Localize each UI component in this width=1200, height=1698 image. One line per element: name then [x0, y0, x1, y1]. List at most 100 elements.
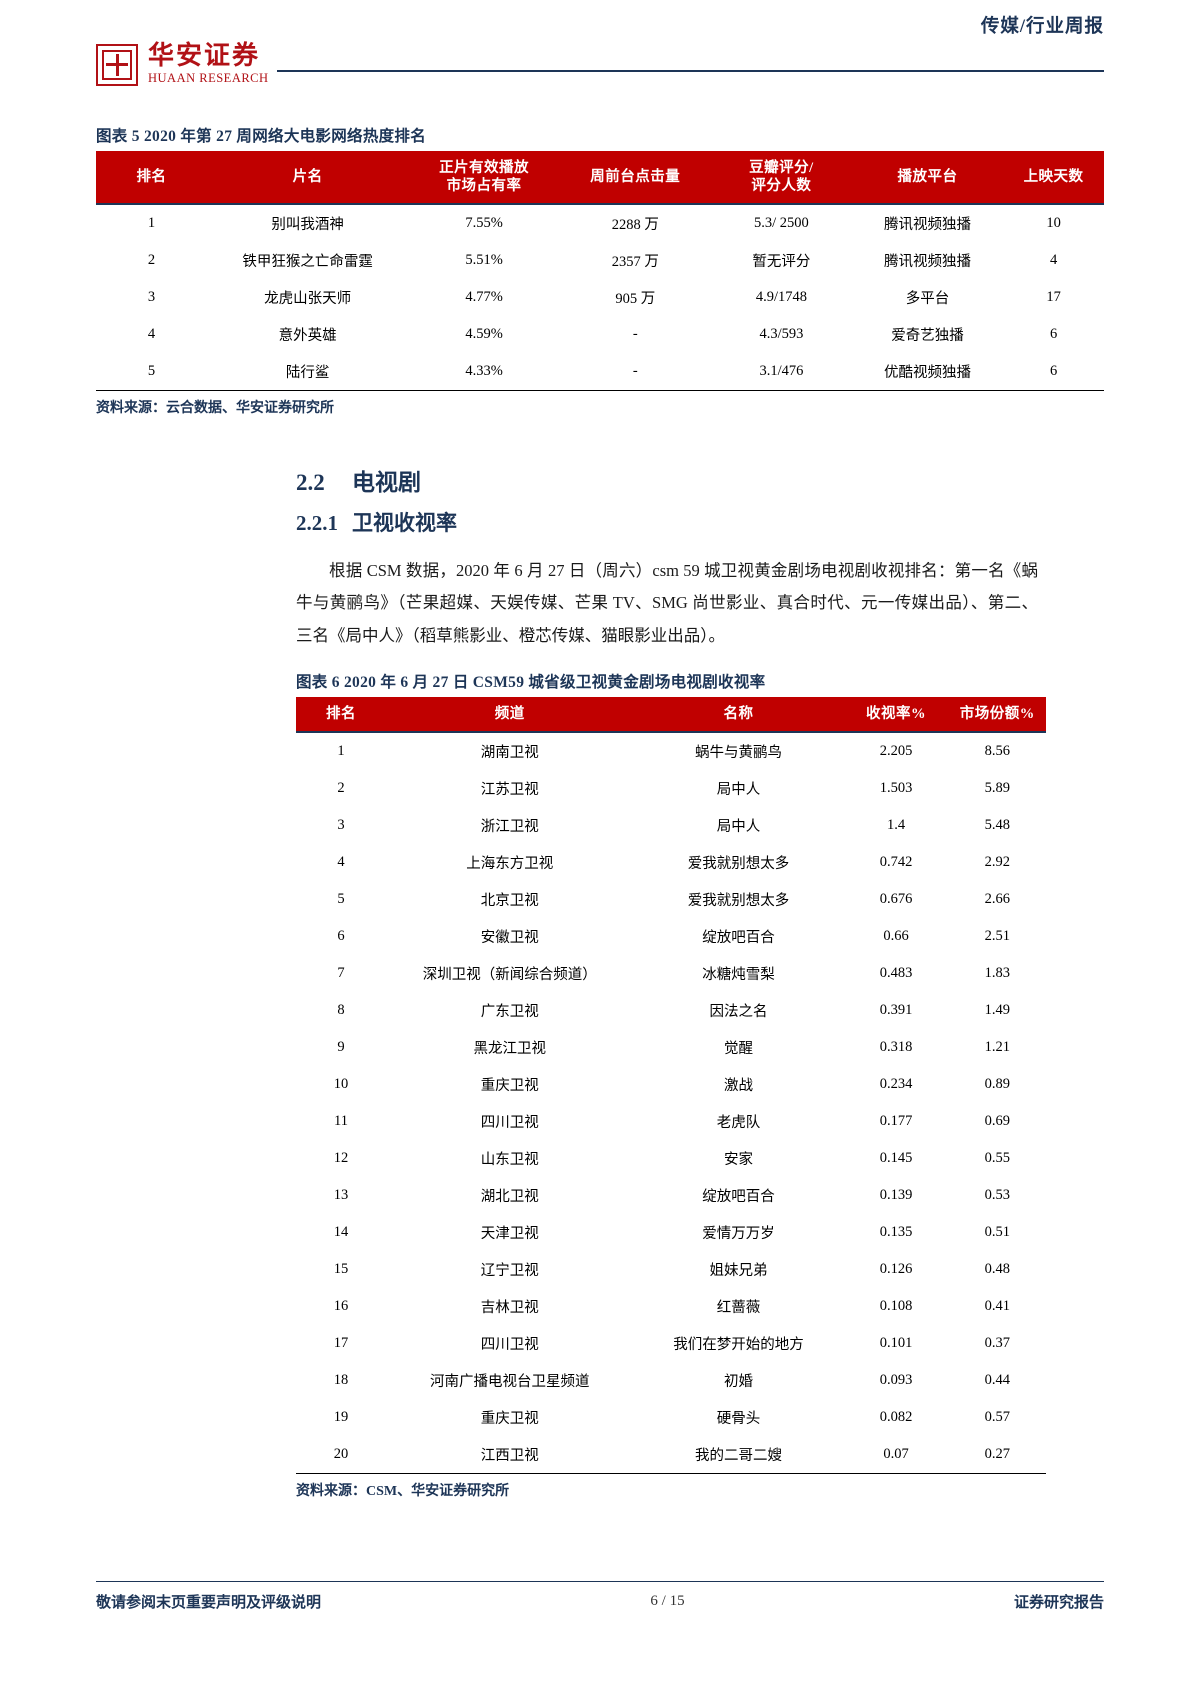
figure5-cell-rank: 2 [147, 252, 156, 269]
figure6-cell-name: 激战 [724, 1077, 753, 1094]
figure5-cell-share: 4.33% [408, 353, 560, 392]
figure5-cell-platform: 爱奇艺独播 [891, 328, 964, 345]
figure6-cell-share: 0.55 [984, 1149, 1010, 1166]
figure6-cell-rating: 0.126 [879, 1260, 913, 1277]
heading-2-2: 2.2 电视剧 [296, 463, 1104, 497]
table-row: 15 辽宁卫视 姐妹兄弟 0.126 0.48 [296, 1251, 1046, 1288]
figure5-cell-rating: 3.1/476 [710, 353, 852, 392]
figure6-cell-name: 绽放吧百合 [702, 929, 775, 946]
figure5-col-rank: 排名 [96, 151, 207, 205]
table-row: 2 江苏卫视 局中人 1.503 5.89 [296, 770, 1046, 807]
figure6-cell-rating: 0.101 [879, 1334, 913, 1351]
figure6-cell-rating: 0.742 [879, 853, 913, 870]
figure6-cell-share: 2.66 [984, 890, 1010, 907]
figure5-cell-days: 4 [1049, 252, 1058, 269]
figure6-cell-rating: 1.503 [879, 779, 913, 796]
figure6-cell-name: 我们在梦开始的地方 [673, 1336, 804, 1353]
figure6-cell-channel: 江西卫视 [386, 1435, 634, 1474]
table-row: 10 重庆卫视 激战 0.234 0.89 [296, 1066, 1046, 1103]
figure6-cell-rank: 1 [337, 742, 345, 759]
figure5-col-rating-line2: 评分人数 [751, 178, 812, 195]
footer-right-note: 证券研究报告 [1013, 1595, 1104, 1611]
figure6-cell-rank: 7 [337, 964, 345, 981]
figure5-cell-rank: 5 [96, 353, 207, 392]
figure6-cell-name: 绽放吧百合 [702, 1188, 775, 1205]
figure6-cell-rating: 0.082 [879, 1408, 913, 1425]
table-row: 20 江西卫视 我的二哥二嫂 0.07 0.27 [296, 1435, 1046, 1474]
table-row: 3 浙江卫视 局中人 1.4 5.48 [296, 807, 1046, 844]
figure5-cell-title: 别叫我酒神 [271, 217, 344, 234]
figure6-cell-share: 2.51 [984, 927, 1010, 944]
figure5-cell-clicks: - [632, 326, 638, 343]
figure6-cell-share: 0.27 [948, 1435, 1046, 1474]
table-row: 13 湖北卫视 绽放吧百合 0.139 0.53 [296, 1177, 1046, 1214]
figure6-cell-rating: 0.318 [879, 1038, 913, 1055]
table-row: 17 四川卫视 我们在梦开始的地方 0.101 0.37 [296, 1325, 1046, 1362]
figure5-table-head: 排名 片名 正片有效播放 市场占有率 周前台点击量 豆瓣评分/ 评分人数 播放平 [96, 151, 1104, 205]
figure6-table-head: 排名 频道 名称 收视率% 市场份额% [296, 696, 1046, 732]
figure6-cell-rank: 15 [333, 1260, 349, 1277]
figure6-cell-channel: 黑龙江卫视 [473, 1040, 547, 1057]
heading-2-2-1: 2.2.1 卫视收视率 [296, 507, 1104, 537]
heading-2-2-number: 2.2 [296, 470, 325, 496]
figure6-cell-rank: 8 [337, 1001, 345, 1018]
figure6-cell-rank: 17 [333, 1334, 349, 1351]
header-divider [276, 70, 1104, 72]
figure6-col-rating: 收视率% [843, 696, 949, 732]
figure6-col-name: 名称 [633, 696, 844, 732]
figure6-cell-rating: 0.07 [843, 1435, 949, 1474]
figure6-cell-rank: 18 [333, 1371, 349, 1388]
figure6-cell-rating: 2.205 [879, 742, 913, 759]
figure6-cell-channel: 山东卫视 [480, 1151, 539, 1168]
table-row: 19 重庆卫视 硬骨头 0.082 0.57 [296, 1399, 1046, 1436]
figure6-table: 排名 频道 名称 收视率% 市场份额% 1 湖南卫视 蜗牛与黄鹂鸟 2.205 8.56… [296, 696, 1046, 1474]
figure6-cell-channel: 北京卫视 [480, 892, 539, 909]
figure6-cell-share: 5.89 [984, 779, 1010, 796]
figure6-cell-rating: 0.483 [879, 964, 913, 981]
body-paragraph: 根据 CSM 数据，2020 年 6 月 27 日（周六）csm 59 城卫视黄… [296, 561, 1038, 645]
figure5-table-body: 1 别叫我酒神 7.55% 2288 万 5.3/ 2500 腾讯视频独播 10 2 铁甲狂猴之… [96, 204, 1104, 392]
figure6-cell-name: 我的二哥二嫂 [633, 1435, 844, 1474]
figure6-cell-rank: 6 [337, 927, 345, 944]
figure5-cell-days: 17 [1046, 289, 1061, 306]
figure6-cell-share: 0.48 [984, 1260, 1010, 1277]
figure6-cell-channel: 上海东方卫视 [466, 855, 554, 872]
table-row: 9 黑龙江卫视 觉醒 0.318 1.21 [296, 1029, 1046, 1066]
figure5-col-platform: 播放平台 [851, 151, 1004, 205]
figure6-cell-name: 冰糖炖雪梨 [702, 966, 775, 983]
figure5-cell-clicks: 2288 万 [611, 217, 659, 234]
figure5-col-share-line1: 正片有效播放 [439, 160, 530, 176]
figure6-cell-channel: 安徽卫视 [480, 929, 539, 946]
figure6-cell-channel: 天津卫视 [480, 1225, 539, 1242]
figure6-header-row: 排名 频道 名称 收视率% 市场份额% [296, 696, 1046, 732]
figure6-cell-name: 姐妹兄弟 [709, 1262, 768, 1279]
figure6-col-rank: 排名 [296, 696, 386, 732]
figure6-cell-channel: 重庆卫视 [480, 1077, 539, 1094]
figure6-cell-channel: 辽宁卫视 [480, 1262, 539, 1279]
figure6-source: 资料来源：CSM、华安证券研究所 [296, 1483, 510, 1499]
figure6-cell-share: 1.83 [984, 964, 1010, 981]
figure5-cell-rating: 4.9/1748 [755, 289, 807, 306]
figure6-col-share: 市场份额% [948, 696, 1046, 732]
figure5-caption: 图表 5 2020 年第 27 周网络大电影网络热度排名 [96, 128, 427, 145]
document-footer: 敬请参阅末页重要声明及评级说明 6 / 15 证券研究报告 [96, 1581, 1104, 1612]
brand-name-en: HUAAN RESEARCH [148, 71, 269, 86]
figure5-cell-platform: 优酷视频独播 [851, 353, 1004, 392]
figure6-cell-rating: 0.234 [879, 1075, 913, 1092]
figure6-cell-rank: 14 [333, 1223, 349, 1240]
brand-name-cn: 华安证券 [148, 41, 261, 70]
figure5-col-rating-line1: 豆瓣评分/ [749, 160, 814, 176]
figure6-cell-share: 5.48 [984, 816, 1010, 833]
figure6-cell-rank: 12 [333, 1149, 349, 1166]
figure6-cell-name: 初婚 [724, 1373, 753, 1390]
heading-2-2-1-title: 卫视收视率 [352, 511, 457, 536]
table-row: 14 天津卫视 爱情万万岁 0.135 0.51 [296, 1214, 1046, 1251]
table-row: 5 北京卫视 爱我就别想太多 0.676 2.66 [296, 881, 1046, 918]
figure6-cell-share: 0.89 [984, 1075, 1010, 1092]
figure6-cell-channel: 河南广播电视台卫星频道 [430, 1373, 590, 1390]
figure6-cell-name: 爱我就别想太多 [687, 892, 790, 909]
figure6-cell-rating: 0.093 [879, 1371, 913, 1388]
figure6-cell-channel: 四川卫视 [480, 1114, 539, 1131]
footer-page-number: 6 / 15 [650, 1593, 685, 1609]
figure6-cell-rating: 0.135 [879, 1223, 913, 1240]
